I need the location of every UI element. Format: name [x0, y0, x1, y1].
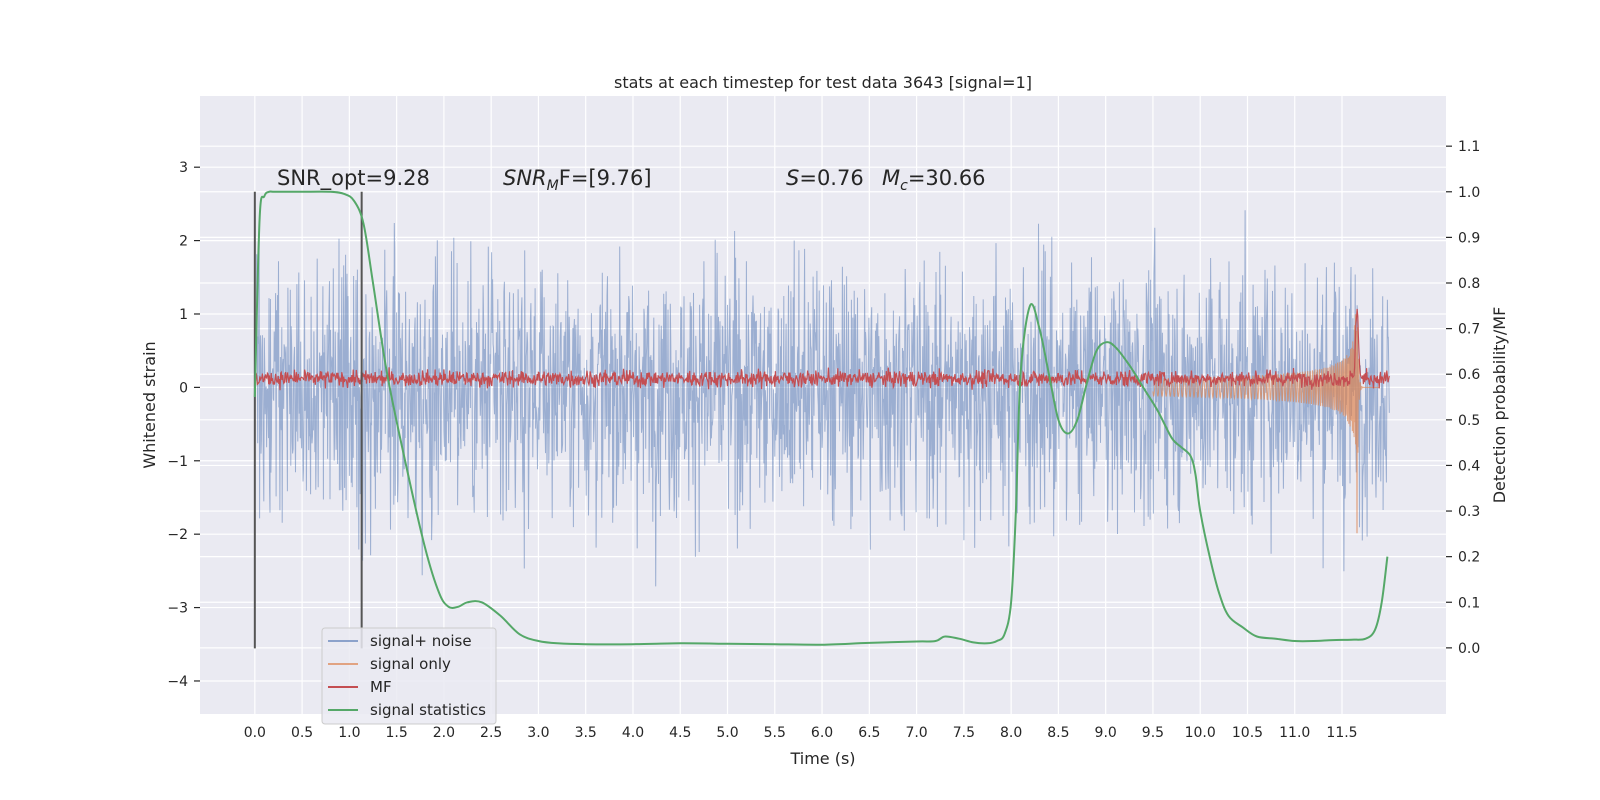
y-tick-label-1: 2 [179, 234, 188, 250]
legend-frame [321, 627, 497, 725]
series-signal-statistics [253, 190, 1389, 646]
x-tick-label-22: 11.0 [1279, 725, 1310, 741]
y2-tick-label-5: 0.6 [1458, 367, 1480, 383]
x-tick-label-21: 10.5 [1232, 725, 1263, 741]
y2-tick-label-4: 0.7 [1458, 322, 1480, 338]
y2-tick-label-3: 0.8 [1458, 276, 1480, 292]
mc-sub: c [900, 178, 908, 194]
signal-only-trace [1152, 314, 1380, 534]
s-label: S [786, 166, 799, 190]
legend-label-noise: signal+ noise [370, 632, 472, 650]
x-tick-label-11: 5.5 [764, 725, 786, 741]
snr-mf-main: SNR [503, 166, 547, 190]
x-tick-label-10: 5.0 [716, 725, 738, 741]
x-tick-label-18: 9.0 [1095, 725, 1117, 741]
y-tick-label-0: 3 [179, 160, 188, 176]
y2-tick-label-11: 0.0 [1458, 641, 1480, 657]
x-tick-label-20: 10.0 [1185, 725, 1216, 741]
x-axis-label: Time (s) [789, 749, 855, 768]
x-tick-label-7: 3.5 [575, 725, 597, 741]
y2-tick-label-2: 0.9 [1458, 230, 1480, 246]
y-axis-ticks: 3 2 1 0 −1 −2 −3 −4 [167, 160, 200, 690]
y-tick-label-5: −2 [167, 527, 188, 543]
y-axis-label: Whitened strain [140, 341, 159, 468]
y2-tick-label-9: 0.2 [1458, 550, 1480, 566]
series-signal-only [1152, 314, 1380, 534]
y2-tick-label-6: 0.5 [1458, 413, 1480, 429]
legend-label-mf: MF [370, 678, 392, 696]
x-tick-label-16: 8.0 [1000, 725, 1022, 741]
annotations: SNR_opt=9.28 SNRMF=[9.76] S=0.76 Mc=30.6… [277, 166, 986, 194]
y-tick-label-2: 1 [179, 307, 188, 323]
mc-label: M [882, 166, 900, 190]
x-tick-label-0: 0.0 [244, 725, 266, 741]
snr-mf-sub: M [547, 178, 559, 194]
legend: signal+ noise signal only MF signal stat… [321, 627, 497, 725]
x-tick-label-5: 2.5 [480, 725, 502, 741]
y2-tick-label-8: 0.3 [1458, 504, 1480, 520]
mf-trace [254, 308, 1390, 391]
annotation-mc: Mc=30.66 [882, 166, 986, 194]
snr-mf-rest: F=[9.76] [559, 166, 652, 190]
series-signal-plus-noise [254, 210, 1390, 587]
vertical-markers [253, 191, 363, 649]
x-tick-label-17: 8.5 [1047, 725, 1069, 741]
y2-axis-label: Detection probability/MF [1490, 307, 1509, 504]
y2-tick-label-1: 1.0 [1458, 185, 1480, 201]
statistics-trace [253, 190, 1389, 646]
annotation-s: S=0.76 [786, 166, 864, 190]
y-tick-label-7: −4 [167, 674, 188, 690]
x-tick-label-19: 9.5 [1142, 725, 1164, 741]
y2-axis-ticks: 1.1 1.0 0.9 0.8 0.7 0.6 0.5 0.4 0.3 0.2 0.1 0.0 [1446, 139, 1480, 657]
x-tick-label-3: 1.5 [386, 725, 408, 741]
x-tick-label-4: 2.0 [433, 725, 455, 741]
x-axis-ticks: 0.0 0.5 1.0 1.5 2.0 2.5 3.0 3.5 4.0 4.5 5.0 5.5 6.0 6… [244, 725, 1358, 741]
mc-value: =30.66 [908, 166, 986, 190]
s-value: =0.76 [799, 166, 863, 190]
series-mf [254, 308, 1390, 391]
noise-trace [254, 210, 1390, 587]
x-tick-label-14: 7.0 [905, 725, 927, 741]
x-tick-label-13: 6.5 [858, 725, 880, 741]
x-tick-label-12: 6.0 [811, 725, 833, 741]
x-tick-label-15: 7.5 [953, 725, 975, 741]
x-tick-label-6: 3.0 [527, 725, 549, 741]
annotation-snr-opt: SNR_opt=9.28 [277, 166, 430, 191]
x-tick-label-8: 4.0 [622, 725, 644, 741]
y2-tick-label-10: 0.1 [1458, 595, 1480, 611]
legend-label-statistics: signal statistics [370, 701, 486, 719]
y2-tick-label-0: 1.1 [1458, 139, 1480, 155]
x-tick-label-1: 0.5 [291, 725, 313, 741]
x-tick-label-9: 4.5 [669, 725, 691, 741]
y-tick-label-4: −1 [167, 454, 188, 470]
legend-label-signal-only: signal only [370, 655, 451, 673]
chart-title: stats at each timestep for test data 364… [614, 73, 1032, 92]
x-tick-label-23: 11.5 [1326, 725, 1357, 741]
annotation-snr-mf: SNRMF=[9.76] [503, 166, 652, 194]
y-tick-label-6: −3 [167, 601, 188, 617]
y-tick-label-3: 0 [179, 380, 188, 396]
y2-tick-label-7: 0.4 [1458, 458, 1480, 474]
x-tick-label-2: 1.0 [338, 725, 360, 741]
